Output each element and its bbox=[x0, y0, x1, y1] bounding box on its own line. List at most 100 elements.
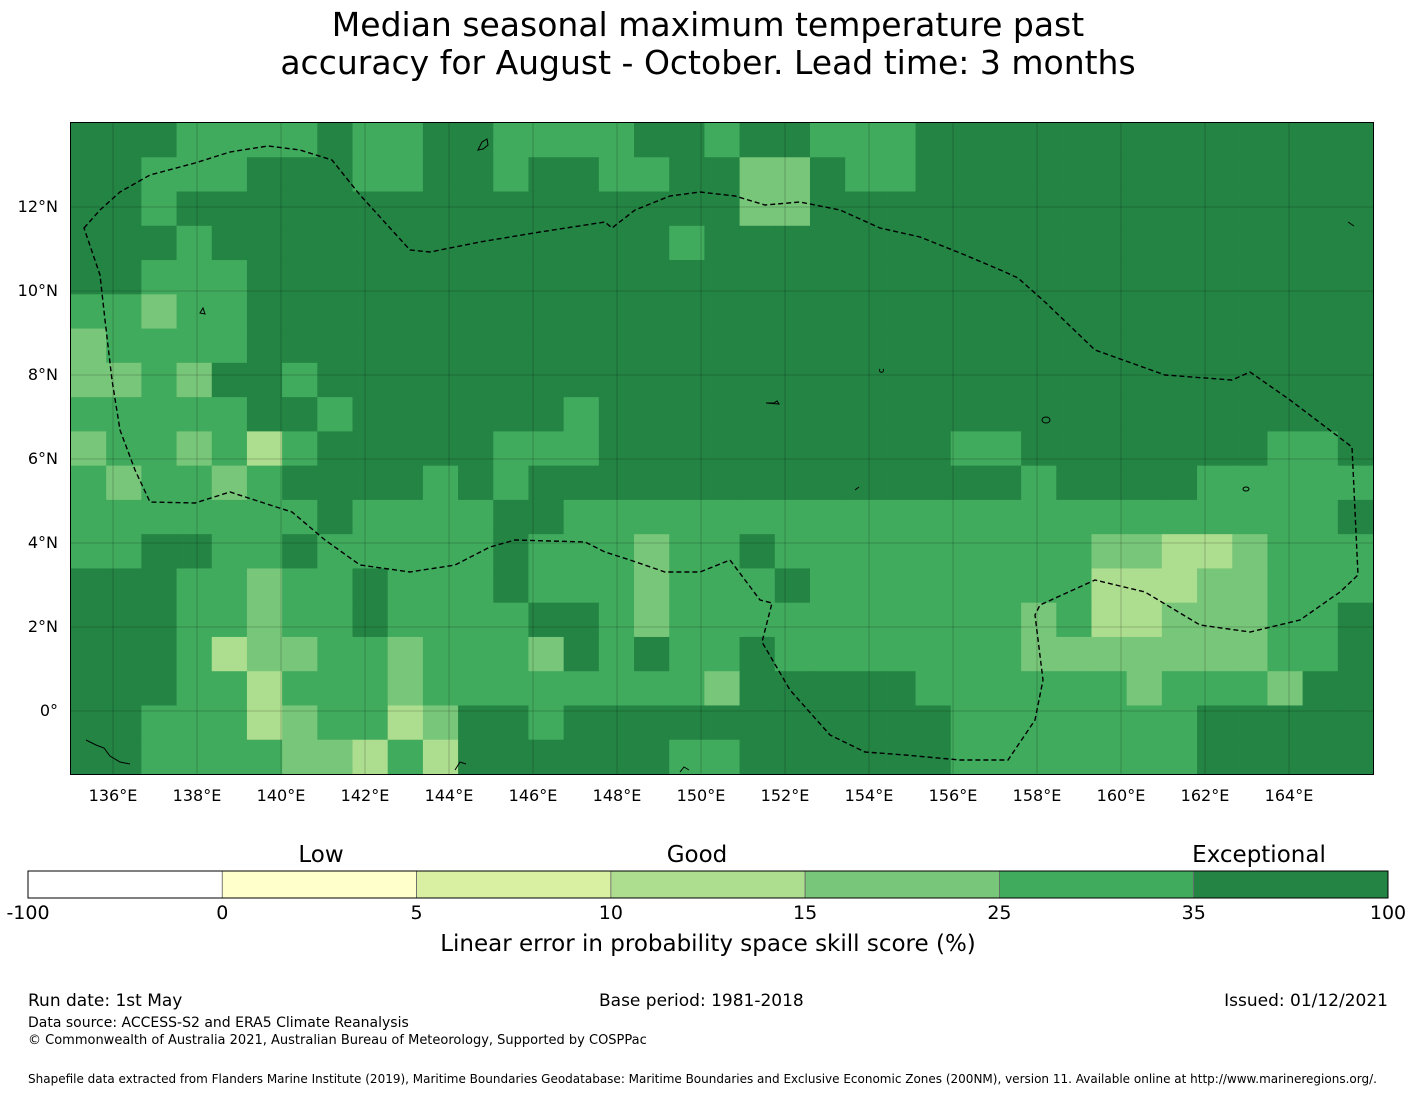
grid-cell bbox=[493, 568, 530, 604]
grid-cell bbox=[774, 534, 811, 570]
grid-cell bbox=[246, 465, 283, 501]
longitude-label: 164°E bbox=[1264, 786, 1314, 805]
base-period: Base period: 1981-2018 bbox=[599, 991, 804, 1011]
grid-cell bbox=[915, 362, 952, 398]
grid-cell bbox=[1302, 260, 1339, 295]
grid-cell bbox=[387, 705, 424, 741]
grid-cell bbox=[809, 123, 846, 158]
grid-cell bbox=[880, 123, 917, 158]
grid-cell bbox=[809, 191, 846, 227]
grid-cell bbox=[1302, 397, 1339, 432]
grid-cell bbox=[352, 157, 389, 193]
grid-cell bbox=[739, 191, 776, 227]
grid-cell bbox=[809, 157, 846, 193]
grid-cell bbox=[1056, 294, 1093, 330]
grid-cell bbox=[106, 534, 142, 570]
grid-cell bbox=[71, 157, 107, 193]
grid-cell bbox=[246, 636, 283, 672]
grid-cell bbox=[915, 294, 952, 330]
grid-cell bbox=[845, 362, 881, 398]
grid-cell bbox=[352, 705, 389, 741]
grid-cell bbox=[317, 534, 354, 570]
grid-cell bbox=[1021, 191, 1057, 227]
grid-cell bbox=[598, 123, 635, 158]
grid-cell bbox=[598, 397, 635, 432]
graticule bbox=[71, 123, 1373, 774]
grid-cell bbox=[1161, 671, 1198, 707]
grid-cell bbox=[1161, 705, 1198, 741]
grid-cell bbox=[493, 431, 530, 467]
grid-cell bbox=[634, 739, 670, 775]
grid-cell bbox=[634, 465, 670, 501]
grid-cell bbox=[1197, 157, 1233, 193]
grid-cell bbox=[422, 431, 459, 467]
grid-cell bbox=[1056, 568, 1093, 604]
grid-cell bbox=[387, 225, 424, 261]
grid-cell bbox=[563, 705, 600, 741]
grid-cell bbox=[1021, 671, 1057, 707]
grid-cell bbox=[985, 431, 1022, 467]
island-outline bbox=[679, 766, 690, 773]
grid-cell bbox=[1091, 465, 1128, 501]
grid-cell bbox=[176, 362, 213, 398]
grid-cell bbox=[915, 705, 952, 741]
grid-cell bbox=[211, 671, 248, 707]
grid-cell bbox=[739, 671, 776, 707]
grid-cell bbox=[809, 225, 846, 261]
grid-cell bbox=[211, 362, 248, 398]
grid-cell bbox=[880, 602, 917, 638]
grid-cell bbox=[985, 123, 1022, 158]
grid-cell bbox=[246, 739, 283, 775]
grid-cell bbox=[634, 499, 670, 535]
grid-cell bbox=[1056, 328, 1093, 364]
grid-cell bbox=[1337, 568, 1374, 604]
grid-cell bbox=[246, 568, 283, 604]
grid-cell bbox=[880, 260, 917, 295]
grid-cell bbox=[598, 328, 635, 364]
grid-cell bbox=[246, 191, 283, 227]
grid-cell bbox=[669, 671, 706, 707]
grid-cell bbox=[317, 260, 354, 295]
grid-cell bbox=[985, 157, 1022, 193]
grid-cell bbox=[317, 225, 354, 261]
grid-cell bbox=[563, 431, 600, 467]
grid-cell bbox=[704, 465, 741, 501]
grid-cell bbox=[950, 705, 987, 741]
grid-cell bbox=[141, 465, 178, 501]
grid-cell bbox=[282, 397, 318, 432]
grid-cell bbox=[950, 123, 987, 158]
grid-cell bbox=[458, 260, 494, 295]
grid-cell bbox=[1056, 397, 1093, 432]
grid-cell bbox=[1337, 705, 1374, 741]
grid-cell bbox=[598, 362, 635, 398]
category-good: Good bbox=[666, 842, 728, 868]
grid-cell bbox=[950, 499, 987, 535]
grid-cell bbox=[458, 191, 494, 227]
grid-cell bbox=[246, 705, 283, 741]
colorbar-segment bbox=[804, 870, 1000, 899]
grid-cell bbox=[1056, 705, 1093, 741]
grid-cell bbox=[1197, 431, 1233, 467]
grid-cell bbox=[1161, 328, 1198, 364]
grid-cell bbox=[563, 465, 600, 501]
grid-cell bbox=[422, 397, 459, 432]
grid-cell bbox=[1232, 225, 1269, 261]
grid-cell bbox=[1232, 568, 1269, 604]
grid-cell bbox=[985, 499, 1022, 535]
grid-cell bbox=[634, 123, 670, 158]
grid-cell bbox=[669, 431, 706, 467]
grid-cell bbox=[563, 568, 600, 604]
grid-cell bbox=[493, 534, 530, 570]
grid-cell bbox=[422, 328, 459, 364]
grid-cell bbox=[1337, 123, 1374, 158]
grid-cell bbox=[1126, 225, 1163, 261]
grid-cell bbox=[985, 294, 1022, 330]
grid-cell bbox=[1302, 362, 1339, 398]
copyright: © Commonwealth of Australia 2021, Austra… bbox=[28, 1033, 647, 1048]
grid-cell bbox=[422, 568, 459, 604]
grid-cell bbox=[317, 671, 354, 707]
grid-cell bbox=[1056, 431, 1093, 467]
grid-cell bbox=[1267, 636, 1304, 672]
grid-cell bbox=[282, 225, 318, 261]
grid-cell bbox=[1267, 431, 1304, 467]
